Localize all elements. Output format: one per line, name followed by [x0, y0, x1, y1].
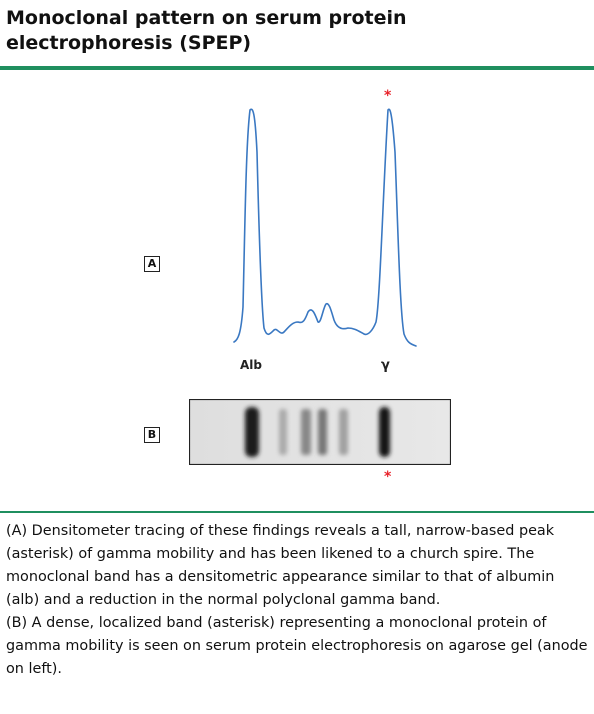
- title-line-2: electrophoresis (SPEP): [6, 32, 252, 54]
- panel-a-label: A: [144, 256, 160, 272]
- alpha2-band: [301, 409, 311, 455]
- caption-paragraph-a: (A) Densitometer tracing of these findin…: [6, 523, 555, 608]
- trace-line: [233, 108, 417, 347]
- alpha1-band: [279, 409, 287, 455]
- densitometer-trace: [233, 108, 417, 347]
- monoclonal-gamma-band: [379, 407, 390, 457]
- page-title: Monoclonal pattern on serum protein elec…: [6, 6, 586, 56]
- spep-figure: * A Alb γ B *: [0, 72, 594, 508]
- caption-paragraph-b: (B) A dense, localized band (asterisk) r…: [6, 615, 588, 677]
- panel-b-label: B: [144, 427, 160, 443]
- beta2-band: [339, 409, 348, 455]
- figure-caption: (A) Densitometer tracing of these findin…: [6, 520, 592, 681]
- albumin-label: Alb: [240, 358, 262, 372]
- agarose-gel-strip: [189, 399, 451, 465]
- gamma-band-asterisk: *: [384, 469, 392, 485]
- gamma-peak-asterisk: *: [384, 88, 392, 104]
- caption-divider: [0, 511, 594, 513]
- title-line-1: Monoclonal pattern on serum protein: [6, 7, 407, 29]
- albumin-band: [245, 407, 259, 457]
- gamma-label: γ: [381, 358, 390, 373]
- header-divider: [0, 66, 594, 70]
- beta-band: [318, 409, 327, 455]
